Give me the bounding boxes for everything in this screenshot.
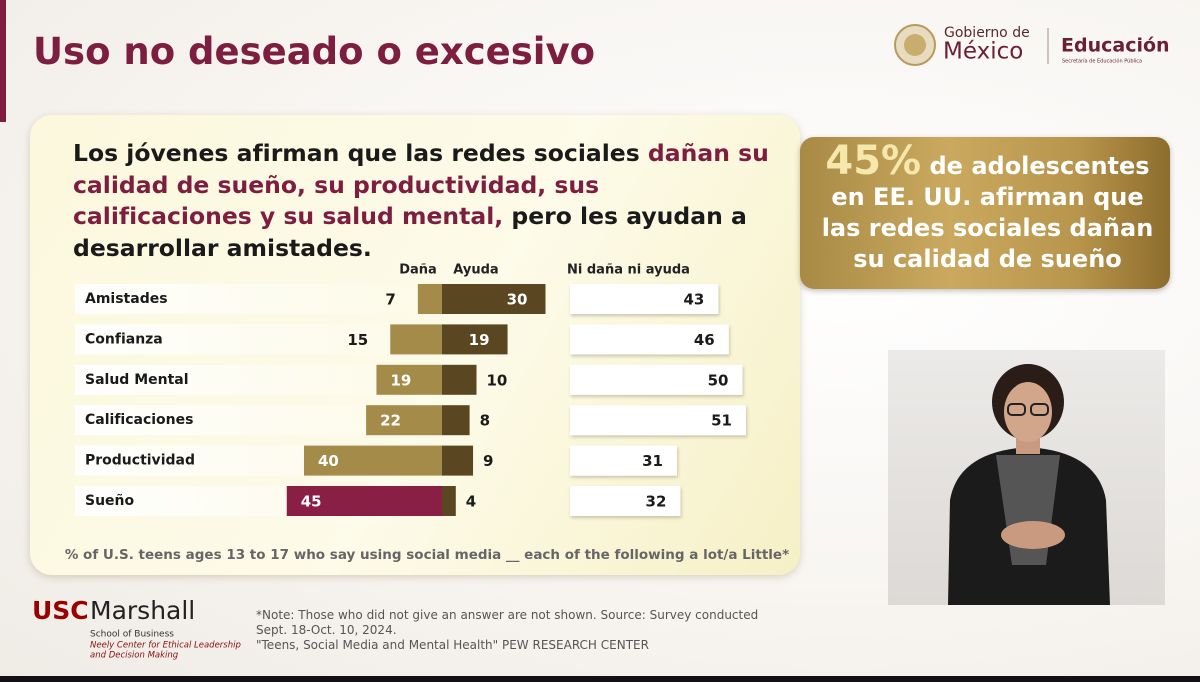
value-label: 8 <box>480 412 490 430</box>
category-label: Confianza <box>85 331 163 347</box>
value-label: 22 <box>380 412 401 430</box>
value-label: 32 <box>646 493 667 511</box>
slide-title: Uso no deseado o excesivo <box>33 30 595 73</box>
usc-logo: USC Marshall School of Business Neely Ce… <box>32 598 241 661</box>
accent-bar <box>0 0 6 122</box>
bar-neutral <box>570 364 743 395</box>
emblem-center <box>904 34 926 56</box>
note-line: Sept. 18-Oct. 10, 2024. <box>256 623 397 637</box>
callout-line: las redes sociales dañan <box>821 214 1154 242</box>
face <box>1004 382 1052 442</box>
bar-harm <box>417 284 442 314</box>
bar-help <box>442 445 474 476</box>
glasses <box>1030 403 1049 416</box>
category-label: Calificaciones <box>85 412 193 428</box>
logo-text: Marshall <box>90 598 195 625</box>
category-label: Productividad <box>85 453 195 469</box>
bar-help <box>442 364 477 395</box>
callout-highlight: 45% <box>825 138 922 184</box>
callout-line: de adolescentes <box>929 152 1150 180</box>
note-line: "Teens, Social Media and Mental Health" … <box>256 638 649 652</box>
value-label: 4 <box>466 493 476 511</box>
legend-label: Ni daña ni ayuda <box>567 263 690 278</box>
bar-harm <box>366 405 442 436</box>
bar-harm <box>304 445 442 476</box>
note-line: *Note: Those who did not give an answer … <box>256 608 759 622</box>
bar-help <box>442 405 470 436</box>
value-label: 19 <box>390 371 411 389</box>
chart-title: Los jóvenes afirman que las redes social… <box>73 138 773 264</box>
hands <box>1001 521 1065 549</box>
glasses <box>1007 403 1026 416</box>
title-highlight: dañan su calidad de sueño, su productivi… <box>73 139 769 230</box>
title-text: Los jóvenes afirman que las redes social… <box>73 139 648 167</box>
logo-subtext: Secretaría de Educación Pública <box>1062 58 1142 65</box>
value-label: 46 <box>694 331 715 349</box>
logo-text: México <box>943 39 1023 65</box>
bar-neutral <box>570 445 677 476</box>
value-label: 31 <box>642 452 663 470</box>
value-label: 19 <box>469 331 490 349</box>
category-label: Amistades <box>85 291 168 307</box>
interpreter-figure <box>948 364 1110 605</box>
bar-help <box>442 324 508 355</box>
value-label: 50 <box>708 371 729 389</box>
interpreter-video <box>888 350 1165 605</box>
logo-text: Educación <box>1061 35 1170 57</box>
bar-harm <box>376 364 442 395</box>
value-label: 15 <box>347 331 368 349</box>
bar-neutral <box>570 486 681 516</box>
callout-line: en EE. UU. afirman que <box>831 183 1144 211</box>
chart-note: % of U.S. teens ages 13 to 17 who say us… <box>65 547 789 563</box>
value-label: 51 <box>711 412 732 430</box>
callout-text: 45% de adolescentes en EE. UU. afirman q… <box>815 141 1160 275</box>
bar-harm <box>390 324 442 355</box>
logo-subtext: and Decision Making <box>90 651 179 661</box>
bottom-strip <box>0 676 1200 682</box>
row-band <box>75 284 445 314</box>
bar-neutral <box>570 324 729 355</box>
value-label: 43 <box>683 291 704 309</box>
value-label: 40 <box>318 452 339 470</box>
value-label: 10 <box>487 371 508 389</box>
government-logo: Gobierno de México Educación Secretaría … <box>894 24 1170 66</box>
logo-text: USC <box>32 598 89 625</box>
legend-label: Ayuda <box>453 263 498 278</box>
legend-label: Daña <box>399 263 437 278</box>
source-note: *Note: Those who did not give an answer … <box>256 608 816 653</box>
bar-neutral <box>570 405 746 436</box>
value-label: 45 <box>301 493 322 511</box>
row-band <box>75 324 445 355</box>
value-label: 30 <box>507 291 528 309</box>
callout-box <box>800 137 1170 289</box>
value-label: 9 <box>483 452 493 470</box>
value-label: 7 <box>385 291 395 309</box>
logo-subtext: School of Business <box>90 630 174 640</box>
logo-text: Gobierno de <box>944 25 1030 41</box>
bar-harm <box>286 486 442 516</box>
title-text: pero les ayudan a desarrollar amistades. <box>73 202 747 262</box>
category-label: Salud Mental <box>85 372 189 388</box>
bar-help <box>442 486 456 516</box>
category-label: Sueño <box>85 493 135 509</box>
callout-line: su calidad de sueño <box>853 245 1122 273</box>
bar-help <box>442 284 546 314</box>
logo-subtext: Neely Center for Ethical Leadership <box>90 641 241 651</box>
bar-neutral <box>570 284 719 314</box>
